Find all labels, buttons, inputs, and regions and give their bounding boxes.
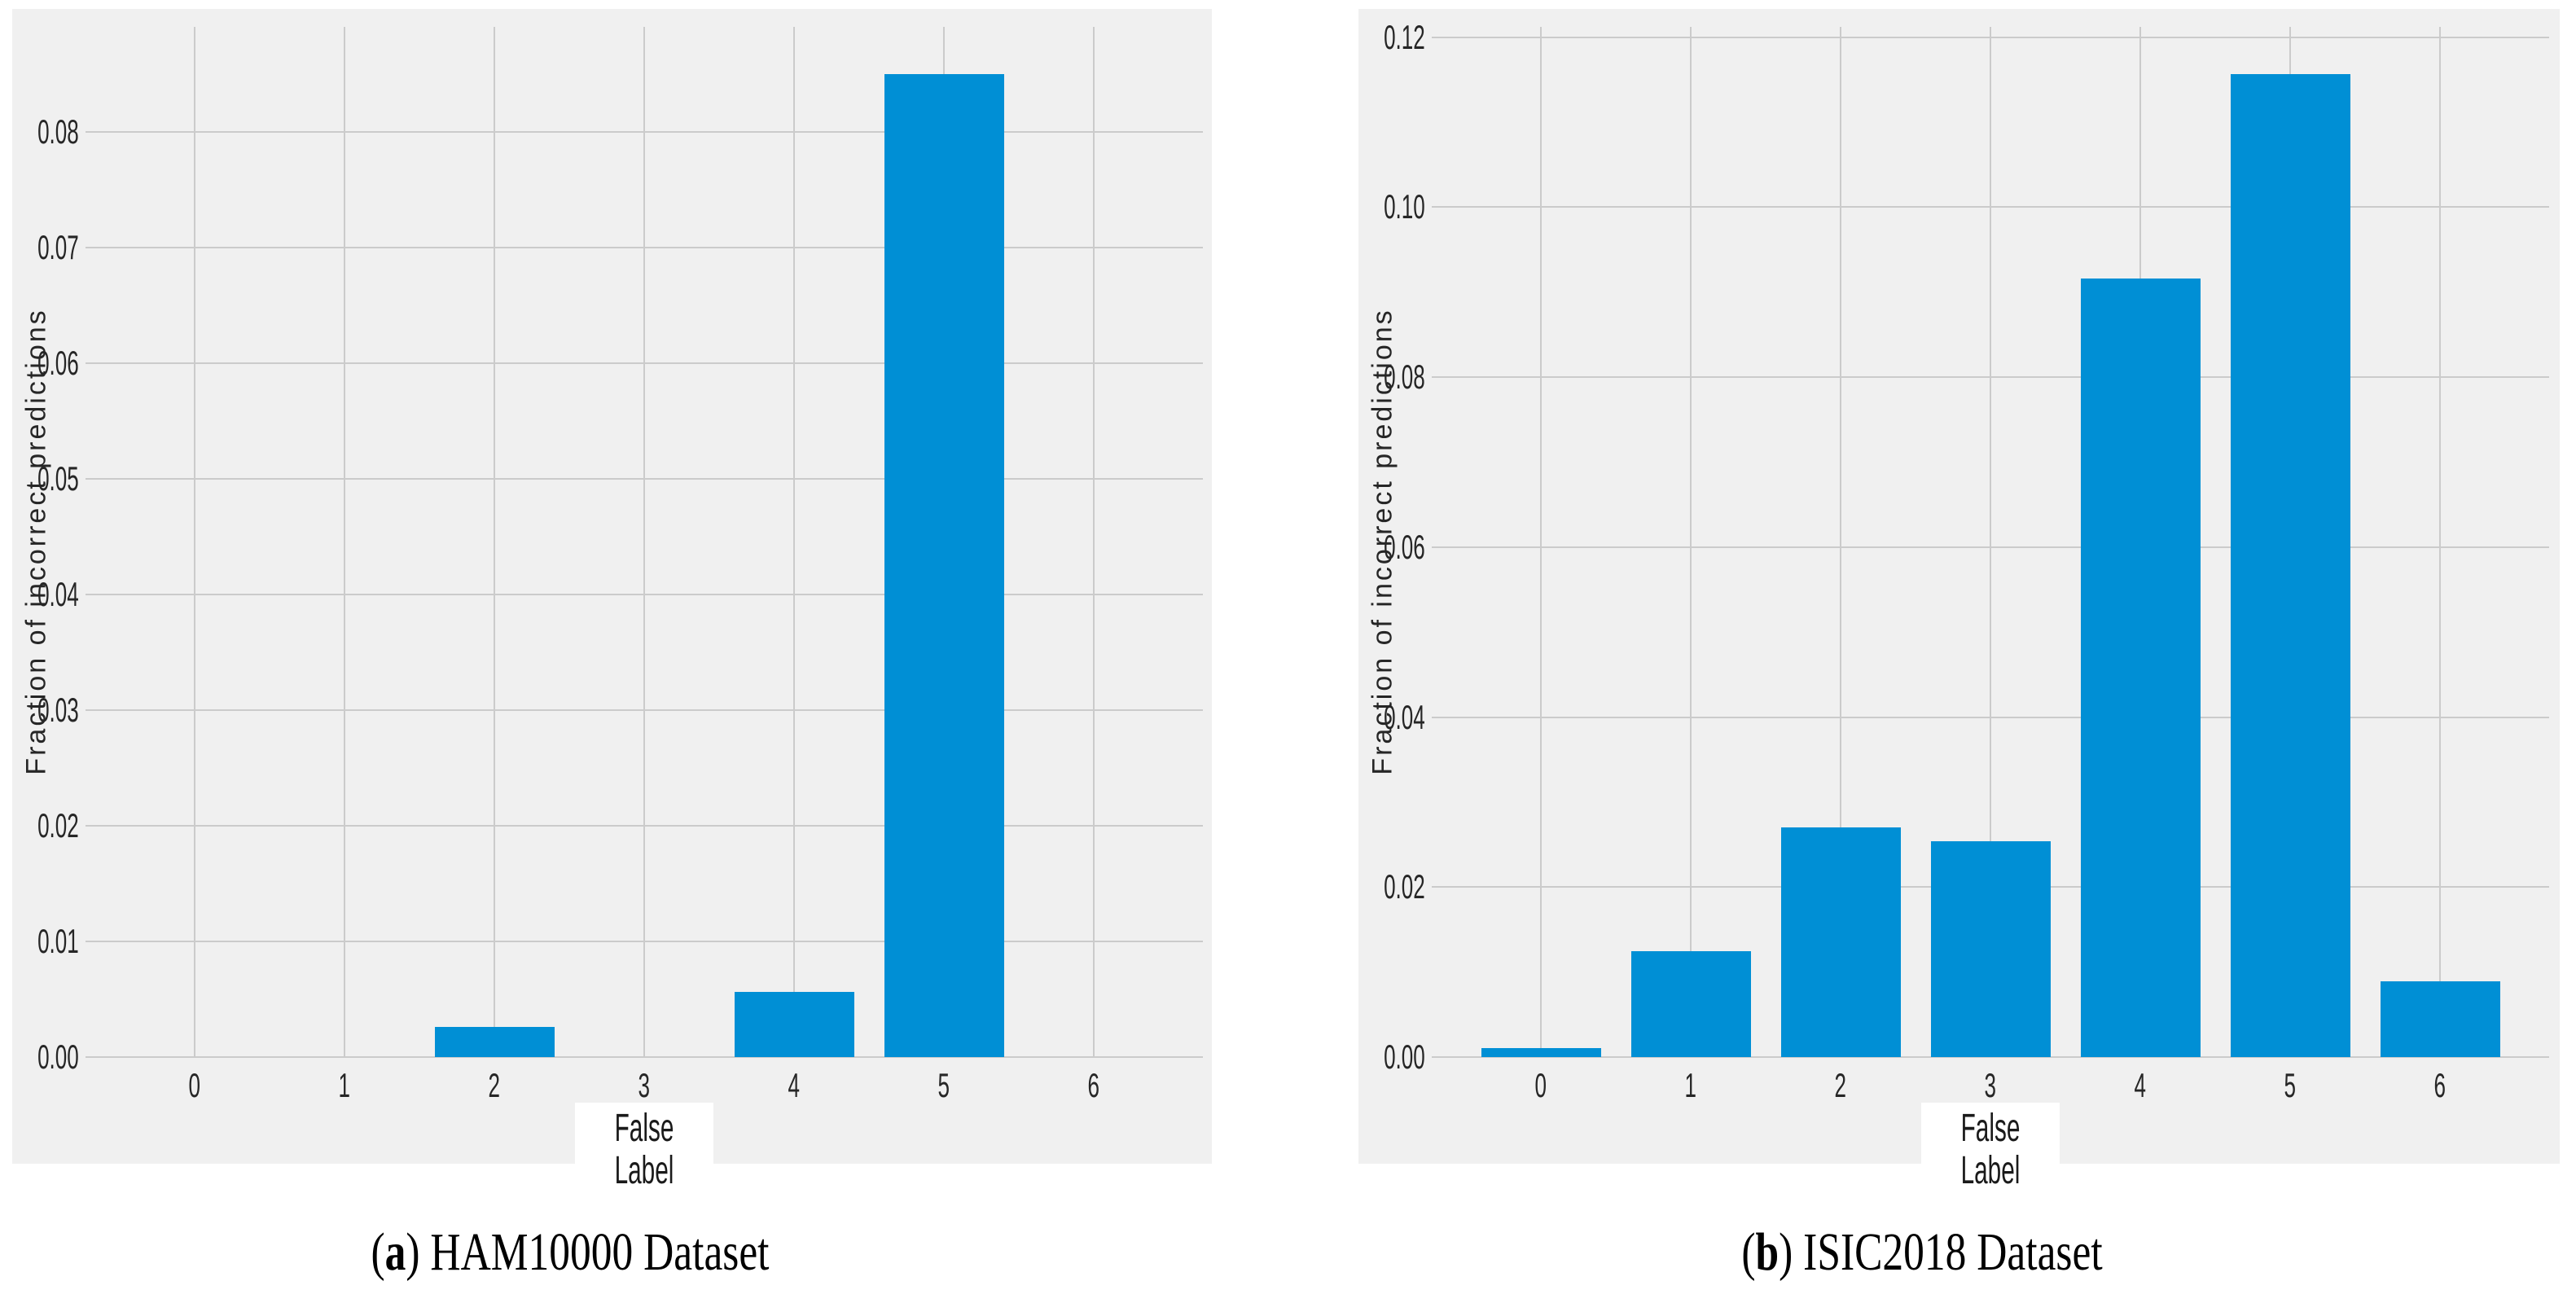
y-tick-label: 0.07 (37, 228, 79, 267)
x-tick-label: 4 (2134, 1066, 2147, 1104)
plot-area-a: 0.00 0.01 0.02 0.03 0.04 0.05 0.06 0.07 0.08 0 1 2 3… (12, 9, 1212, 1164)
x-axis-label-box: False Label (575, 1103, 713, 1192)
caption-b-text: ) ISIC2018 Dataset (1779, 1222, 2103, 1282)
bar-0 (1481, 1047, 1601, 1057)
gridline-y (1432, 1056, 2549, 1058)
gridline-x (643, 27, 645, 1057)
y-tick-label: 0.10 (1384, 187, 1425, 226)
y-tick-label: 0.04 (37, 575, 79, 614)
gridline-x (1990, 27, 1991, 1057)
chart-panel-b: 0.00 0.02 0.04 0.06 0.08 0.10 0.12 0 1 2 3 4 5 6 Frac… (1358, 9, 2560, 1192)
x-tick-label: 6 (1087, 1066, 1100, 1104)
gridline-x (494, 27, 495, 1057)
x-tick-label: 5 (937, 1066, 950, 1104)
bar-2 (1780, 827, 1901, 1057)
y-tick-label: 0.02 (1384, 867, 1425, 906)
y-axis-label: Fraction of incorrect predictions (1367, 308, 1398, 775)
x-axis-label: False Label (1960, 1107, 2021, 1192)
y-tick-label: 0.08 (1384, 358, 1425, 397)
y-tick-label: 0.08 (37, 112, 79, 151)
x-tick-label: 4 (788, 1066, 801, 1104)
x-tick-label: 0 (1534, 1066, 1547, 1104)
caption-a: (a) HAM10000 Dataset (315, 1222, 826, 1283)
x-tick-label: 5 (2284, 1066, 2297, 1104)
caption-a-text: ) HAM10000 Dataset (406, 1222, 770, 1282)
x-axis-label: False Label (614, 1107, 674, 1192)
y-tick-label: 0.00 (37, 1038, 79, 1076)
gridline-x (1690, 27, 1692, 1057)
caption-b-letter: b (1755, 1222, 1780, 1282)
y-tick-label: 0.12 (1384, 17, 1425, 56)
bar-2 (434, 1027, 555, 1057)
caption-a-letter: a (384, 1222, 406, 1282)
gridline-x (2439, 27, 2441, 1057)
y-tick-label: 0.06 (1384, 527, 1425, 566)
bar-4 (734, 992, 854, 1057)
gridline-x (1540, 27, 1542, 1057)
y-tick-label: 0.05 (37, 459, 79, 498)
bar-3 (1930, 840, 2051, 1057)
x-tick-label: 1 (338, 1066, 351, 1104)
x-tick-label: 1 (1684, 1066, 1697, 1104)
y-tick-label: 0.06 (37, 344, 79, 383)
gridline-x (194, 27, 195, 1057)
y-tick-label: 0.00 (1384, 1038, 1425, 1076)
bar-4 (2080, 278, 2201, 1057)
bar-5 (884, 74, 1004, 1057)
bar-6 (2380, 981, 2500, 1057)
chart-panel-a: 0.00 0.01 0.02 0.03 0.04 0.05 0.06 0.07 0.08 0 1 2 3… (12, 9, 1212, 1192)
x-tick-label: 6 (2433, 1066, 2447, 1104)
gridline-x (344, 27, 345, 1057)
bar-5 (2230, 74, 2350, 1057)
y-tick-label: 0.04 (1384, 697, 1425, 736)
caption-a-paren: ( (371, 1222, 385, 1282)
x-tick-label: 0 (188, 1066, 201, 1104)
caption-b-paren: ( (1741, 1222, 1756, 1282)
y-tick-label: 0.03 (37, 691, 79, 730)
gridline-x (1840, 27, 1841, 1057)
bar-1 (1630, 950, 1751, 1057)
caption-b: (b) ISIC2018 Dataset (1691, 1222, 2153, 1283)
x-tick-label: 3 (1984, 1066, 1997, 1104)
x-tick-label: 2 (488, 1066, 501, 1104)
gridline-x (1093, 27, 1095, 1057)
x-tick-label: 2 (1834, 1066, 1847, 1104)
x-tick-label: 3 (638, 1066, 651, 1104)
plot-area-b: 0.00 0.02 0.04 0.06 0.08 0.10 0.12 0 1 2 3 4 5 6 (1358, 9, 2560, 1164)
y-tick-label: 0.01 (37, 922, 79, 961)
y-axis-label: Fraction of incorrect predictions (20, 308, 52, 775)
x-axis-label-box: False Label (1921, 1103, 2060, 1192)
y-tick-label: 0.02 (37, 806, 79, 845)
gridline-x (793, 27, 795, 1057)
gridline-y (86, 1056, 1203, 1058)
